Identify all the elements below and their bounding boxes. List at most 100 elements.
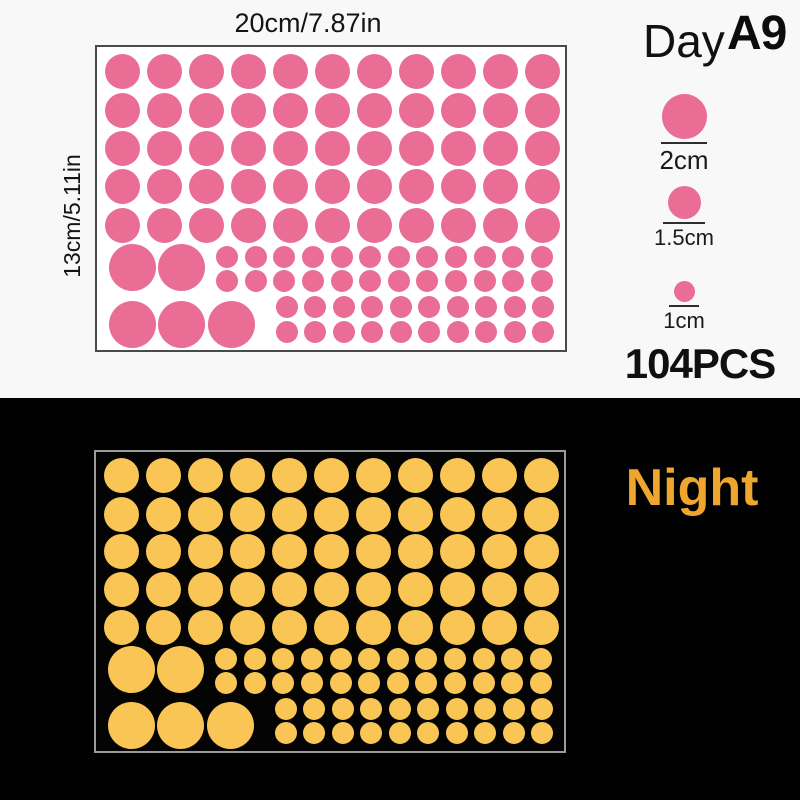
sticker-dot bbox=[229, 496, 265, 532]
sticker-dot bbox=[244, 270, 267, 292]
day-title-label: Day bbox=[643, 15, 725, 67]
sticker-dot bbox=[301, 270, 324, 292]
sticker-dot bbox=[187, 610, 223, 646]
sticker-dot bbox=[313, 458, 349, 494]
sticker-dot bbox=[275, 722, 297, 745]
sticker-dot bbox=[386, 671, 409, 694]
sticker-dot bbox=[313, 571, 349, 607]
sticker-dot bbox=[272, 168, 308, 204]
sticker-dot bbox=[188, 53, 224, 89]
sticker-dot bbox=[523, 571, 559, 607]
legend-underline bbox=[663, 222, 705, 224]
day-title-group: Day A9 bbox=[641, 0, 800, 80]
sticker-dot bbox=[156, 701, 204, 749]
sticker-dot bbox=[356, 130, 392, 166]
sticker-dot bbox=[230, 53, 266, 89]
sticker-dot bbox=[531, 246, 553, 268]
sticker-dot bbox=[145, 458, 181, 494]
sticker-dot bbox=[502, 722, 525, 745]
legend-size-label: 1.5cm bbox=[654, 225, 714, 250]
sticker-dot bbox=[103, 571, 139, 607]
sticker-dot bbox=[532, 296, 554, 318]
sticker-dot bbox=[501, 648, 524, 671]
sticker-dot bbox=[329, 648, 352, 671]
legend-dot-2cm bbox=[661, 94, 707, 139]
sticker-dot bbox=[523, 458, 559, 494]
sticker-dot bbox=[444, 671, 467, 694]
sticker-dot bbox=[416, 246, 439, 268]
legend-item-1-5cm: 1.5cm bbox=[634, 186, 734, 251]
sticker-dot bbox=[358, 648, 381, 671]
sticker-dot bbox=[216, 246, 238, 268]
sticker-dot bbox=[358, 671, 381, 694]
sticker-dot bbox=[271, 534, 307, 570]
sticker-dot bbox=[472, 648, 495, 671]
sticker-dot bbox=[108, 243, 156, 291]
sticker-dot bbox=[481, 610, 517, 646]
sticker-dot bbox=[359, 246, 382, 268]
sticker-dot bbox=[216, 270, 238, 292]
sticker-dot bbox=[301, 246, 324, 268]
sticker-dot bbox=[523, 534, 559, 570]
sticker-dot bbox=[187, 571, 223, 607]
sticker-dot bbox=[229, 610, 265, 646]
sticker-dot bbox=[157, 243, 205, 291]
sticker-dot bbox=[440, 92, 476, 128]
sticker-dot bbox=[187, 458, 223, 494]
sticker-dot bbox=[314, 53, 350, 89]
sticker-dot bbox=[503, 321, 526, 343]
sticker-dot bbox=[440, 168, 476, 204]
sticker-dot bbox=[482, 168, 518, 204]
sticker-dot bbox=[439, 496, 475, 532]
sticker-dot bbox=[439, 571, 475, 607]
sticker-dot bbox=[229, 534, 265, 570]
sticker-dot bbox=[482, 53, 518, 89]
sticker-dot bbox=[361, 296, 384, 318]
sticker-dot bbox=[314, 168, 350, 204]
sticker-dot bbox=[104, 130, 140, 166]
sticker-dot bbox=[481, 458, 517, 494]
legend-dot-1cm bbox=[673, 281, 695, 302]
sticker-dot bbox=[360, 697, 383, 720]
sticker-dot bbox=[244, 246, 267, 268]
sticker-dot bbox=[157, 300, 205, 348]
sticker-dot bbox=[397, 571, 433, 607]
legend-underline bbox=[669, 305, 699, 307]
sticker-dot bbox=[417, 722, 440, 745]
sticker-dot bbox=[272, 648, 295, 671]
sticker-dot bbox=[416, 270, 439, 292]
sticker-dot bbox=[188, 92, 224, 128]
sticker-dot bbox=[523, 610, 559, 646]
sticker-dot bbox=[360, 722, 383, 745]
sticker-dot bbox=[230, 92, 266, 128]
sticker-dot bbox=[389, 296, 412, 318]
sticker-dot bbox=[300, 648, 323, 671]
legend-item-2cm: 2cm bbox=[634, 94, 734, 176]
sticker-dot bbox=[387, 246, 410, 268]
sticker-dot bbox=[145, 496, 181, 532]
sticker-dot bbox=[304, 321, 327, 343]
sticker-dot bbox=[531, 697, 553, 720]
sticker-dot bbox=[524, 168, 560, 204]
sticker-dot bbox=[397, 610, 433, 646]
sticker-dot bbox=[108, 300, 156, 348]
sticker-dot bbox=[398, 207, 434, 243]
sticker-dot bbox=[146, 53, 182, 89]
sticker-dot bbox=[356, 168, 392, 204]
night-sticker-sheet bbox=[94, 450, 566, 753]
sticker-dot bbox=[145, 610, 181, 646]
sticker-dot bbox=[439, 534, 475, 570]
sticker-dot bbox=[523, 496, 559, 532]
sticker-dot bbox=[230, 168, 266, 204]
sticker-dot bbox=[440, 130, 476, 166]
sticker-dot bbox=[314, 92, 350, 128]
sticker-dot bbox=[103, 610, 139, 646]
sticker-dot bbox=[398, 53, 434, 89]
sticker-dot bbox=[475, 296, 498, 318]
sticker-dot bbox=[418, 321, 441, 343]
sticker-dot bbox=[230, 207, 266, 243]
sticker-dot bbox=[272, 671, 295, 694]
sticker-dot bbox=[276, 321, 298, 343]
sticker-dot bbox=[313, 534, 349, 570]
sticker-dot bbox=[502, 270, 525, 292]
